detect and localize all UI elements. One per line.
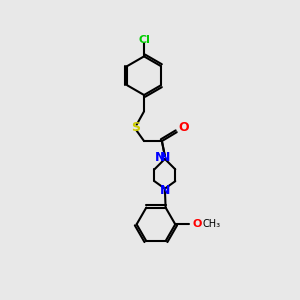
Text: Cl: Cl [138,35,150,45]
Text: O: O [179,121,190,134]
Text: S: S [130,121,140,134]
Text: O: O [192,219,202,229]
Text: N: N [155,151,166,164]
Text: N: N [160,151,170,164]
Text: CH₃: CH₃ [202,219,220,229]
Text: N: N [160,184,170,196]
